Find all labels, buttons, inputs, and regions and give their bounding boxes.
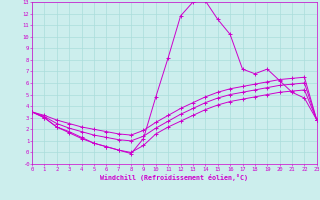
- X-axis label: Windchill (Refroidissement éolien,°C): Windchill (Refroidissement éolien,°C): [100, 174, 248, 181]
